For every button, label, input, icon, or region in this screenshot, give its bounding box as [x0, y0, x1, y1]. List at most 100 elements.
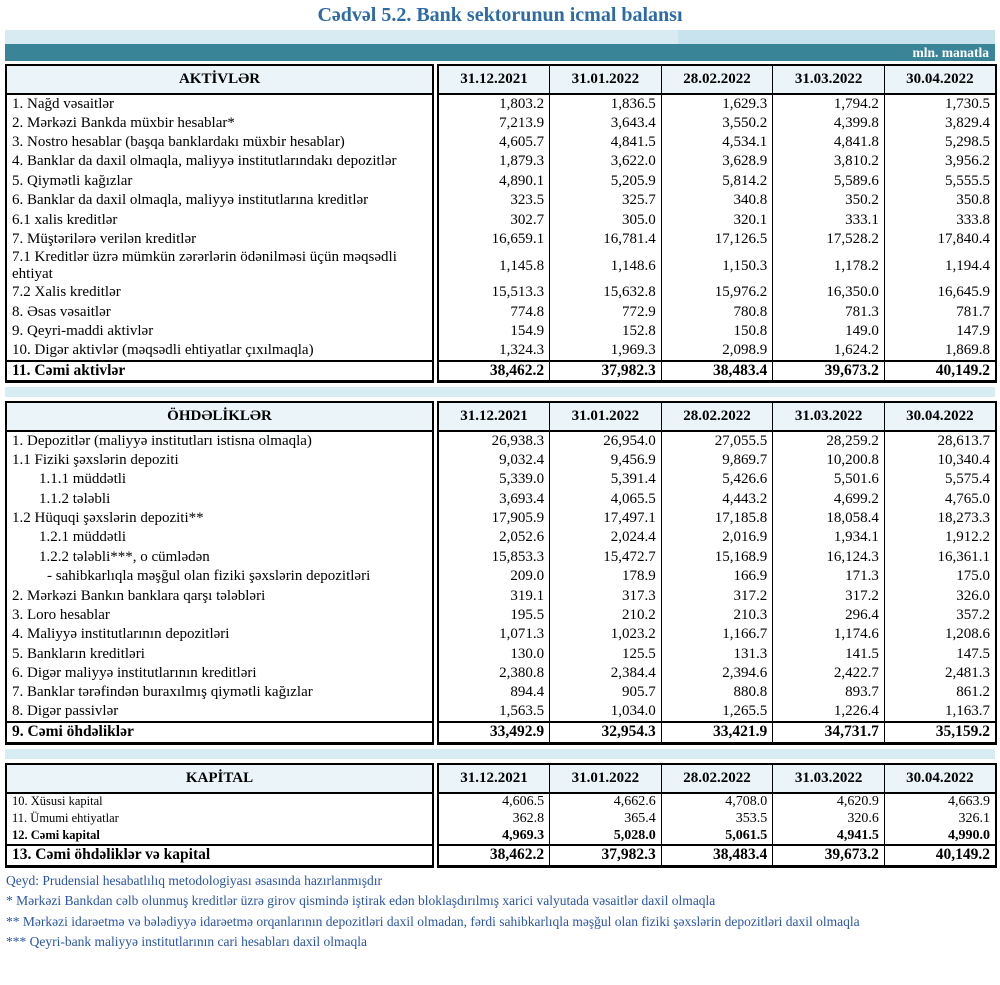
column-gap: [433, 321, 438, 342]
cell-value: 3,810.2: [772, 152, 885, 172]
table-row: 3. Loro hesablar 195.5 210.2 210.3 296.4 357.…: [5, 605, 997, 626]
table-row: 7. Müştərilərə verilən kreditlər 16,659.1…: [5, 229, 997, 250]
cell-value: 4,620.9: [772, 792, 885, 811]
cell-value: 7,213.9: [437, 113, 551, 133]
column-header: 31.03.2022: [772, 401, 885, 433]
footnotes: Qeyd: Prudensial hesabatlılıq metodologi…: [6, 873, 994, 950]
cell-value: 1,912.2: [884, 528, 997, 548]
column-header: 31.01.2022: [549, 64, 662, 95]
column-header: 31.01.2022: [549, 401, 662, 433]
cell-value: 16,124.3: [772, 547, 885, 567]
cell-value: 4,699.2: [772, 489, 885, 509]
total-value: 33,421.9: [661, 721, 774, 745]
cell-value: 2,422.7: [772, 663, 885, 684]
cell-value: 210.2: [549, 605, 662, 626]
cell-value: 326.1: [884, 810, 997, 828]
total-label: 9. Cəmi öhdəliklər: [5, 721, 434, 745]
cell-value: 1,324.3: [437, 341, 551, 361]
row-label: 7. Banklar tərəfindən buraxılmış qiymətl…: [5, 683, 434, 703]
row-label: 2. Mərkəzi Bankın banklara qarşı tələblə…: [5, 586, 434, 606]
column-header: 30.04.2022: [884, 64, 997, 95]
cell-value: 27,055.5: [661, 431, 774, 451]
column-gap: [433, 431, 438, 451]
column-header: 28.02.2022: [661, 762, 774, 794]
column-gap: [433, 132, 438, 153]
column-header: 28.02.2022: [661, 64, 774, 95]
cell-value: 4,990.0: [884, 827, 997, 846]
cell-value: 325.7: [549, 190, 662, 211]
cell-value: 319.1: [437, 586, 551, 606]
table-row: 6.1 xalis kreditlər 302.7 305.0 320.1 333.1 3…: [5, 210, 997, 230]
cell-value: 2,098.9: [661, 341, 774, 361]
column-gap: [433, 283, 438, 303]
cell-value: 16,645.9: [884, 283, 997, 303]
table-row: 5. Qiymətli kağızlar 4,890.1 5,205.9 5,814.…: [5, 171, 997, 191]
cell-value: 209.0: [437, 566, 551, 587]
cell-value: 130.0: [437, 644, 551, 664]
row-label: 2. Mərkəzi Bankda müxbir hesablar*: [5, 113, 434, 133]
total-value: 40,149.2: [884, 359, 997, 384]
column-gap: [433, 341, 438, 361]
cell-value: 893.7: [772, 683, 885, 703]
cell-value: 125.5: [549, 644, 662, 664]
cell-value: 149.0: [772, 321, 885, 342]
row-label: 1.1 Fiziki şəxslərin depoziti: [5, 450, 434, 470]
table-row: 2. Mərkəzi Bankda müxbir hesablar* 7,213.…: [5, 113, 997, 133]
cell-value: 772.9: [549, 302, 662, 322]
cell-value: 1,145.8: [437, 249, 551, 284]
row-label: 5. Qiymətli kağızlar: [5, 171, 434, 191]
cell-value: 4,890.1: [437, 171, 551, 191]
row-label: 3. Loro hesablar: [5, 605, 434, 626]
row-label: 1.1.1 müddətli: [5, 469, 434, 490]
cell-value: 131.3: [661, 644, 774, 664]
note-asterisk-2: ** Mərkəzi idarəetmə və bələdiyyə idarəe…: [6, 913, 860, 929]
cell-value: 15,853.3: [437, 547, 551, 567]
section-table-capital: KAPİTAL 31.12.2021 31.01.2022 28.02.2022 31.…: [5, 762, 997, 868]
cell-value: 147.9: [884, 321, 997, 342]
total-value: 37,982.3: [549, 844, 662, 868]
row-label: 4. Maliyyə institutlarının depozitləri: [5, 625, 434, 645]
section-header: AKTİVLƏR: [5, 64, 434, 95]
row-label: 5. Bankların kreditləri: [5, 644, 434, 664]
cell-value: 195.5: [437, 605, 551, 626]
cell-value: 894.4: [437, 683, 551, 703]
cell-value: 26,954.0: [549, 431, 662, 451]
cell-value: 326.0: [884, 586, 997, 606]
cell-value: 3,622.0: [549, 152, 662, 172]
cell-value: 357.2: [884, 605, 997, 626]
table-row: 11. Ümumi ehtiyatlar 362.8 365.4 353.5 320.6…: [5, 810, 997, 828]
column-gap: [433, 644, 438, 664]
cell-value: 320.1: [661, 210, 774, 230]
column-header: 30.04.2022: [884, 762, 997, 794]
balance-sheet-tables: AKTİVLƏR 31.12.2021 31.01.2022 28.02.2022 31…: [5, 64, 997, 868]
row-label: - sahibkarlıqla məşğul olan fiziki şəxsl…: [5, 566, 434, 587]
cell-value: 178.9: [549, 566, 662, 587]
total-value: 38,483.4: [661, 844, 774, 868]
cell-value: 16,361.1: [884, 547, 997, 567]
total-row: 9. Cəmi öhdəliklər 33,492.9 32,954.3 33,421…: [5, 721, 997, 745]
cell-value: 166.9: [661, 566, 774, 587]
cell-value: 4,065.5: [549, 489, 662, 509]
header-row: AKTİVLƏR 31.12.2021 31.01.2022 28.02.2022 31…: [5, 64, 997, 95]
cell-value: 2,052.6: [437, 528, 551, 548]
cell-value: 880.8: [661, 683, 774, 703]
total-value: 34,731.7: [772, 721, 885, 745]
total-value: 35,159.2: [884, 721, 997, 745]
column-gap: [433, 547, 438, 567]
total-value: 39,673.2: [772, 844, 885, 868]
note-general: Qeyd: Prudensial hesabatlılıq metodologi…: [6, 872, 383, 888]
cell-value: 5,391.4: [549, 469, 662, 490]
cell-value: 774.8: [437, 302, 551, 322]
column-gap: [433, 792, 438, 811]
row-label: 7.1 Kreditlər üzrə mümkün zərərlərin ödə…: [5, 249, 434, 284]
cell-value: 2,380.8: [437, 663, 551, 684]
cell-value: 1,208.6: [884, 625, 997, 645]
cell-value: 5,501.6: [772, 469, 885, 490]
cell-value: 2,016.9: [661, 528, 774, 548]
table-row: 1. Nağd vəsaitlər 1,803.2 1,836.5 1,629.3 1,…: [5, 94, 997, 114]
cell-value: 147.5: [884, 644, 997, 664]
table-row: 1.1.2 tələbli 3,693.4 4,065.5 4,443.2 4,699.…: [5, 489, 997, 509]
cell-value: 5,298.5: [884, 132, 997, 153]
column-header: 31.03.2022: [772, 64, 885, 95]
row-label: 7. Müştərilərə verilən kreditlər: [5, 229, 434, 250]
